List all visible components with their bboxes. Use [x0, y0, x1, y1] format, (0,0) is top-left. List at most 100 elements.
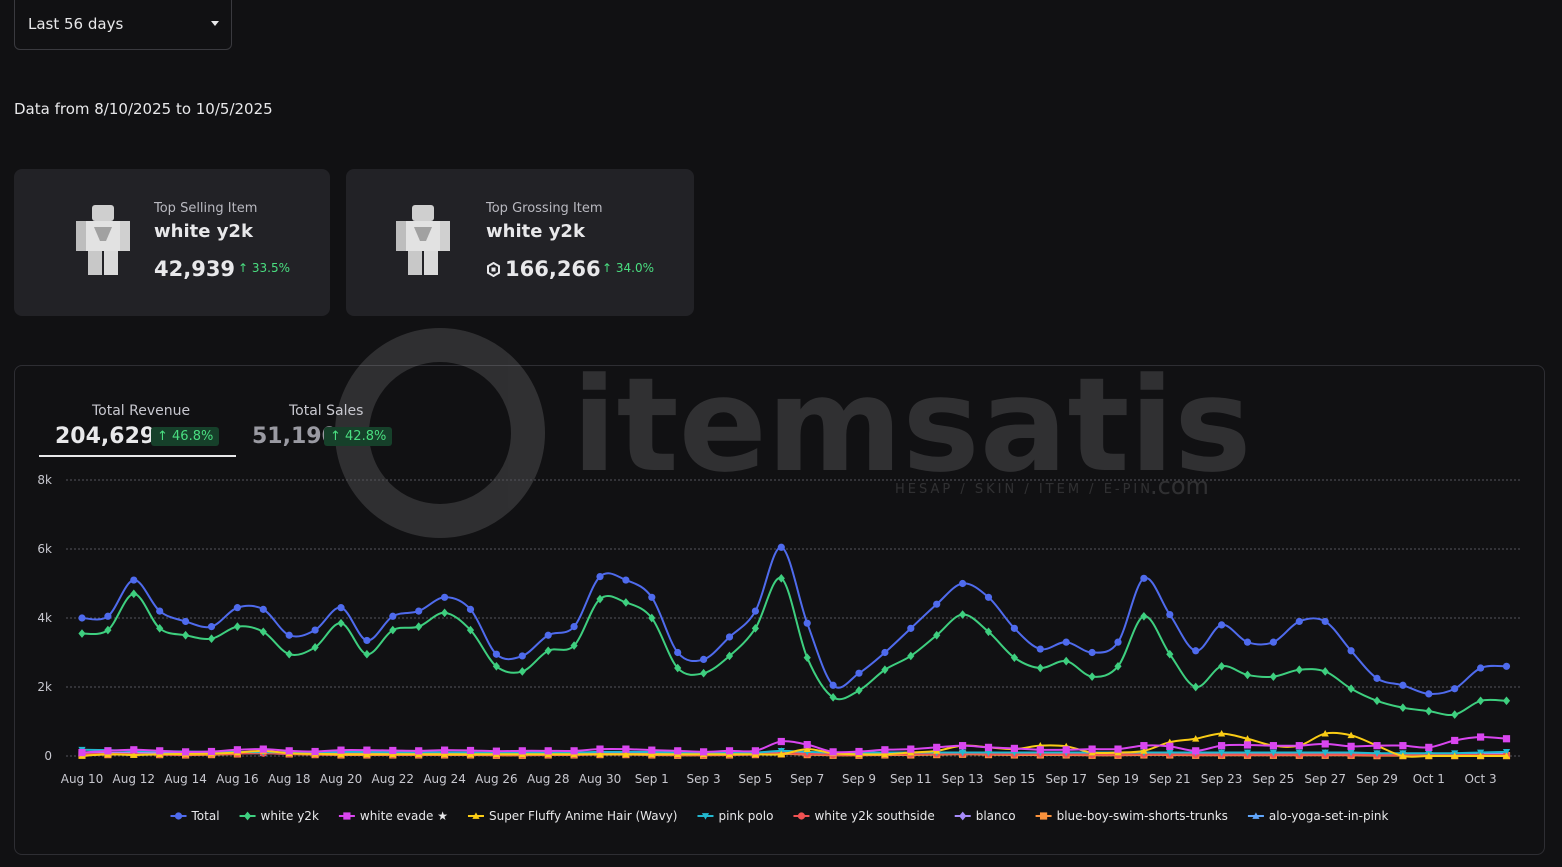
legend-item[interactable]: blanco	[954, 809, 1016, 823]
marker	[1347, 731, 1355, 739]
marker	[1243, 749, 1252, 757]
marker	[648, 613, 656, 623]
marker	[1088, 745, 1096, 753]
marker	[700, 668, 708, 678]
marker	[311, 626, 319, 634]
marker	[751, 624, 759, 633]
marker	[182, 630, 190, 640]
marker	[389, 612, 397, 620]
marker	[415, 607, 423, 615]
marker	[1451, 685, 1459, 693]
marker	[1347, 684, 1355, 694]
marker	[1218, 621, 1226, 629]
legend-item[interactable]: white y2k southside	[793, 809, 935, 823]
marker	[466, 605, 475, 613]
x-tick-label: Oct 3	[1464, 772, 1496, 786]
x-tick-label: Aug 16	[216, 772, 259, 786]
marker	[1192, 735, 1200, 742]
legend-item[interactable]: pink polo	[697, 809, 773, 823]
marker	[207, 747, 216, 756]
marker	[518, 667, 526, 676]
marker	[104, 625, 112, 635]
tab-label[interactable]: Total Sales	[289, 403, 364, 419]
x-tick-label: Sep 9	[842, 772, 876, 786]
marker	[337, 750, 345, 758]
marker	[751, 747, 759, 755]
marker	[389, 746, 397, 755]
legend-item[interactable]: blue-boy-swim-shorts-trunks	[1035, 809, 1228, 823]
marker	[570, 747, 578, 755]
x-tick-label: Sep 17	[1045, 772, 1087, 786]
card: Top Grossing Item white y2k 166,266 ↑ 34…	[346, 169, 694, 316]
tab-label[interactable]: Total Revenue	[92, 403, 191, 419]
marker	[700, 748, 708, 756]
marker	[596, 573, 604, 581]
marker	[492, 747, 500, 755]
series	[78, 543, 1511, 698]
marker	[1347, 742, 1355, 750]
marker	[78, 614, 86, 622]
marker	[518, 652, 526, 660]
legend-item[interactable]: white evade ★	[338, 809, 448, 823]
marker	[1269, 749, 1277, 757]
marker	[544, 646, 552, 656]
x-tick-label: Aug 30	[579, 772, 622, 786]
marker	[1140, 742, 1148, 750]
marker	[959, 742, 967, 750]
marker	[1218, 742, 1226, 750]
marker	[1243, 741, 1252, 749]
marker	[78, 748, 86, 757]
marker	[1192, 747, 1200, 755]
marker	[648, 750, 656, 758]
legend-label: blanco	[976, 809, 1016, 823]
marker	[648, 593, 656, 601]
legend-item[interactable]: alo-yoga-set-in-pink	[1247, 809, 1389, 823]
marker	[1243, 638, 1252, 646]
marker	[441, 608, 449, 618]
marker	[881, 665, 889, 675]
marker	[233, 746, 241, 754]
marker	[1502, 735, 1511, 743]
legend-item[interactable]: white y2k	[239, 809, 319, 823]
y-tick-label: 8k	[37, 473, 52, 487]
marker	[1477, 664, 1485, 672]
period-dropdown[interactable]: Last 56 days	[14, 0, 232, 50]
marker	[1166, 610, 1174, 619]
legend-item[interactable]: Total	[170, 809, 220, 823]
marker	[1477, 733, 1485, 741]
marker	[959, 811, 967, 821]
marker	[1502, 752, 1511, 759]
marker	[337, 746, 345, 754]
marker	[1373, 742, 1381, 750]
marker	[104, 747, 112, 755]
marker	[674, 648, 682, 657]
x-tick-label: Sep 19	[1097, 772, 1139, 786]
marker	[855, 669, 863, 677]
marker	[907, 624, 915, 632]
marker	[1451, 736, 1459, 745]
marker	[343, 812, 351, 820]
marker	[622, 750, 630, 758]
series	[78, 733, 1511, 757]
marker	[855, 686, 863, 695]
marker	[1062, 746, 1070, 754]
marker	[1140, 747, 1148, 754]
x-tick-label: Sep 21	[1149, 772, 1191, 786]
legend-item[interactable]: Super Fluffy Anime Hair (Wavy)	[467, 809, 678, 823]
legend: Total white y2k white evade ★ Super Fluffy …	[170, 809, 1389, 823]
marker	[130, 589, 138, 599]
legend-label: pink polo	[718, 809, 773, 823]
marker	[311, 643, 319, 652]
marker	[751, 607, 760, 615]
x-tick-label: Aug 20	[320, 772, 363, 786]
marker	[1166, 742, 1174, 750]
x-tick-label: Aug 22	[372, 772, 415, 786]
marker	[777, 574, 785, 583]
x-tick-label: Sep 3	[687, 772, 721, 786]
marker	[1140, 574, 1148, 582]
marker	[1243, 735, 1252, 742]
x-tick-label: Aug 12	[113, 772, 156, 786]
tab-change: ↑ 42.8%	[324, 427, 393, 446]
marker	[829, 681, 837, 689]
series-line	[81, 577, 1507, 716]
